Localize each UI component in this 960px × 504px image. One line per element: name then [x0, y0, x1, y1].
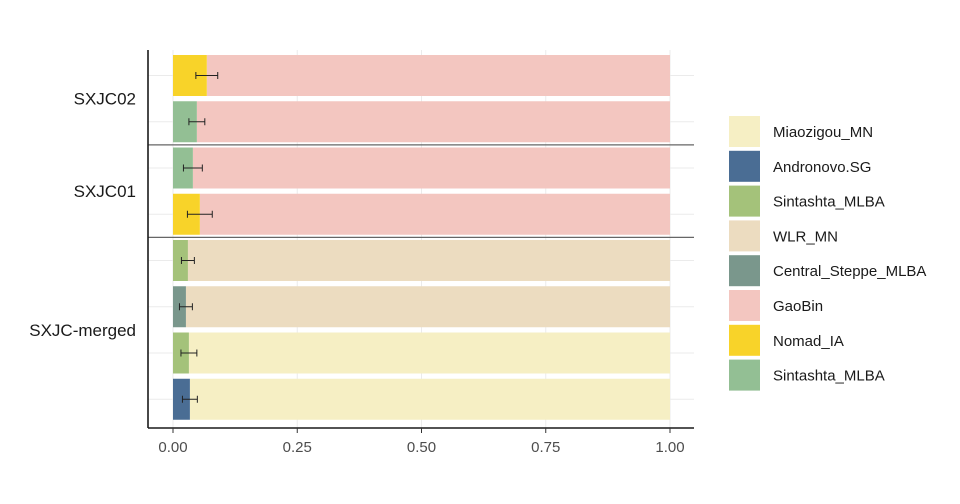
x-axis-ticks: 0.00 0.25 0.50 0.75 1.00: [158, 428, 685, 456]
legend-swatch: [729, 116, 760, 147]
legend-swatch: [729, 220, 760, 252]
legend-swatch: [729, 290, 760, 321]
legend-label: WLR_MN: [773, 228, 838, 245]
legend-swatch: [729, 150, 760, 182]
bar-major-GaoBin: [192, 147, 670, 189]
bar-major-Miaozigou_MN: [189, 378, 670, 420]
bar-major-Miaozigou_MN: [188, 332, 671, 374]
bar-major-GaoBin: [199, 193, 670, 235]
bar-major-GaoBin: [196, 101, 670, 143]
bar-minor-Sintashta_MLBA: [173, 240, 188, 281]
legend-label: Sintashta_MLBA: [773, 368, 885, 385]
bar-minor-Sintashta_MLBA2: [173, 101, 197, 143]
bar-major-WLR_MN: [187, 240, 670, 281]
legend: Miaozigou_MN Andronovo.SG Sintashta_MLBA WL…: [729, 116, 926, 391]
x-tick-label: 0.75: [531, 439, 560, 456]
error-bar: [180, 349, 198, 357]
group-label: SXJC-merged: [29, 321, 136, 340]
error-bar: [180, 257, 195, 264]
x-tick-label: 0.50: [407, 439, 436, 456]
x-tick-label: 0.00: [158, 439, 187, 456]
legend-swatch: [729, 359, 760, 391]
x-tick-label: 1.00: [655, 439, 684, 456]
error-bar: [186, 210, 213, 218]
error-bar: [182, 164, 203, 172]
group-separators: [148, 144, 694, 238]
bar-minor-Andronovo.SG: [173, 378, 190, 420]
group-labels: SXJC02 SXJC01 SXJC-merged: [29, 90, 136, 340]
bar-major-GaoBin: [206, 55, 670, 96]
x-tick-label: 0.25: [283, 439, 312, 456]
legend-label: Andronovo.SG: [773, 159, 871, 176]
legend-label: Sintashta_MLBA: [773, 194, 885, 211]
group-label: SXJC02: [74, 90, 136, 109]
group-label: SXJC01: [74, 182, 136, 201]
bar-major-WLR_MN: [185, 286, 670, 328]
error-bar: [188, 118, 206, 126]
legend-label: Miaozigou_MN: [773, 124, 873, 141]
legend-label: Nomad_IA: [773, 333, 844, 350]
error-bar: [181, 395, 198, 403]
error-bar: [195, 72, 219, 79]
legend-label: Central_Steppe_MLBA: [773, 263, 926, 280]
legend-swatch: [729, 324, 760, 356]
legend-label: GaoBin: [773, 298, 823, 315]
legend-swatch: [729, 255, 760, 287]
bars: [173, 55, 671, 420]
legend-swatch: [729, 185, 760, 217]
error-bar: [178, 303, 193, 311]
